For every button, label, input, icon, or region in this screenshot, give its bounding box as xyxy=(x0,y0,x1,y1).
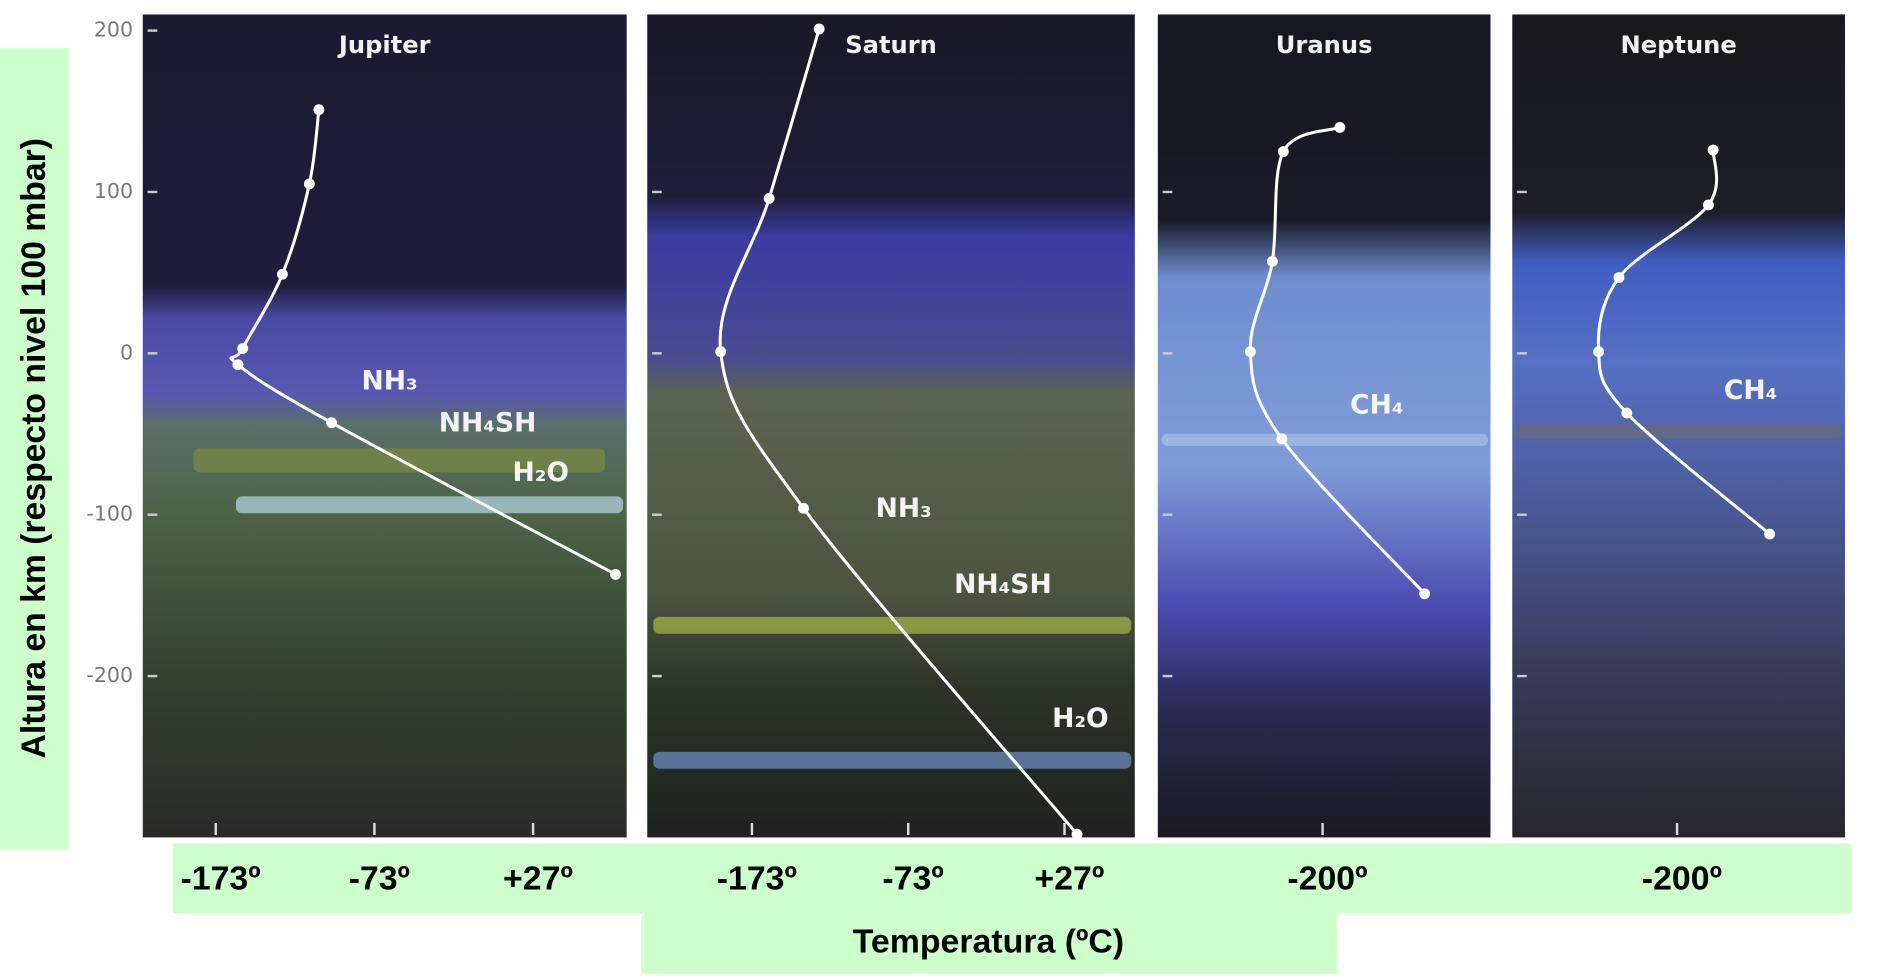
y-tick-label: -200 xyxy=(86,663,133,687)
profile-point xyxy=(1267,256,1278,267)
x-tick-label: -73º xyxy=(349,860,410,898)
page: Altura en km (respecto nivel 100 mbar) T… xyxy=(0,0,1897,976)
profile-point xyxy=(1334,122,1345,133)
cloud-label: CH₄ xyxy=(1724,375,1777,406)
x-tick-label: -173º xyxy=(717,860,797,898)
cloud-band xyxy=(653,752,1131,769)
profile-point xyxy=(610,569,621,580)
y-tick-label: -100 xyxy=(86,502,133,526)
x-tick-label: +27º xyxy=(503,860,573,898)
x-tick-label: -200º xyxy=(1287,860,1367,898)
cloud-band xyxy=(236,496,623,513)
panel-bg xyxy=(1158,14,1491,837)
y-tick-label: 200 xyxy=(94,18,133,42)
profile-point xyxy=(764,193,775,204)
y-tick-label: 100 xyxy=(94,179,133,203)
profile-point xyxy=(1593,346,1604,357)
profile-point xyxy=(715,346,726,357)
cloud-label: NH₃ xyxy=(876,493,932,524)
x-tick-label: +27º xyxy=(1034,860,1104,898)
cloud-label: H₂O xyxy=(513,457,570,488)
profile-point xyxy=(1621,408,1632,419)
panel-bg xyxy=(143,14,627,837)
profile-point xyxy=(814,24,825,35)
x-tick-label: -173º xyxy=(181,860,261,898)
cloud-band xyxy=(1161,434,1488,446)
profile-point xyxy=(304,178,315,189)
profile-point xyxy=(798,503,809,514)
cloud-label: CH₄ xyxy=(1350,390,1403,421)
x-tick-label: -73º xyxy=(882,860,943,898)
profile-point xyxy=(1072,829,1083,840)
figure: Altura en km (respecto nivel 100 mbar) T… xyxy=(0,0,1897,976)
cloud-band xyxy=(1515,424,1842,438)
profile-point xyxy=(1703,199,1714,210)
x-axis-label: Temperatura (ºC) xyxy=(853,922,1124,960)
profile-point xyxy=(1276,433,1287,444)
panel-title: Uranus xyxy=(1276,31,1373,59)
profile-point xyxy=(1278,146,1289,157)
panel-title: Saturn xyxy=(845,31,937,59)
cloud-label: NH₄SH xyxy=(954,569,1052,600)
profile-point xyxy=(233,359,244,370)
x-tick-label: -200º xyxy=(1642,860,1722,898)
y-axis-label: Altura en km (respecto nivel 100 mbar) xyxy=(15,138,53,758)
cloud-label: H₂O xyxy=(1052,703,1109,734)
profile-point xyxy=(313,104,324,115)
profile-point xyxy=(237,343,248,354)
profile-point xyxy=(1764,529,1775,540)
panel-title: Neptune xyxy=(1620,31,1736,59)
profile-point xyxy=(1708,145,1719,156)
profile-point xyxy=(1419,588,1430,599)
cloud-label: NH₃ xyxy=(361,365,417,396)
profile-point xyxy=(1614,272,1625,283)
profile-point xyxy=(326,417,337,428)
cloud-label: NH₄SH xyxy=(439,408,537,439)
y-tick-label: 0 xyxy=(120,340,133,364)
ticklabel-box xyxy=(173,843,1851,913)
profile-point xyxy=(1245,346,1256,357)
profile-point xyxy=(277,269,288,280)
panel-title: Jupiter xyxy=(337,31,431,59)
